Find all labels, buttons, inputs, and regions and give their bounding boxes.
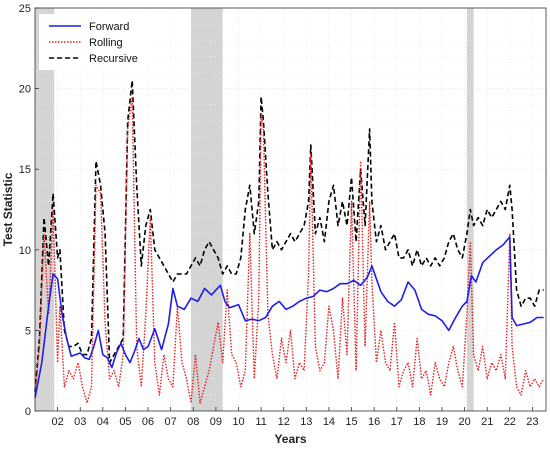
x-tick-label: 03 [74,416,86,428]
x-tick-label: 17 [391,416,403,428]
x-tick-label: 23 [526,416,538,428]
x-tick-label: 15 [345,416,357,428]
series-line-recursive [34,79,544,392]
x-tick-label: 21 [481,416,493,428]
x-tick-label: 11 [255,416,266,428]
x-tick-label: 04 [97,416,109,428]
x-tick-label: 10 [232,416,244,428]
legend-label-forward: Forward [89,21,129,33]
axis-ticks: 02 03 04 05 06 07 08 09 10 11 12 13 14 15 16 17 18 19 20 21… [19,3,539,428]
y-tick-label: 0 [25,406,31,418]
legend-label-recursive: Recursive [89,53,138,65]
x-tick-label: 05 [119,416,131,428]
legend-box [39,14,149,70]
x-tick-label: 14 [323,416,335,428]
x-tick-label: 19 [436,416,448,428]
x-tick-label: 20 [458,416,470,428]
x-tick-label: 08 [187,416,199,428]
x-tick-label: 07 [165,416,177,428]
x-tick-label: 22 [504,416,516,428]
legend-label-rolling: Rolling [89,37,123,49]
x-tick-label: 13 [300,416,312,428]
x-tick-label: 09 [210,416,222,428]
series-lines [34,79,545,404]
series-line-rolling [34,95,545,404]
y-tick-label: 10 [19,245,31,257]
plot-frame [34,7,547,412]
y-tick-label: 15 [19,164,31,176]
x-tick-label: 18 [413,416,425,428]
series-line-forward [34,236,544,399]
x-tick-label: 16 [368,416,380,428]
x-tick-label: 02 [51,416,63,428]
x-axis-title: Years [274,432,306,446]
y-axis-title: Test Statistic [1,172,15,246]
legend: Forward Rolling Recursive [39,14,149,70]
shaded-period-1 [191,8,223,411]
x-tick-label: 06 [142,416,154,428]
y-tick-label: 5 [25,325,31,337]
x-tick-label: 12 [278,416,290,428]
y-tick-label: 20 [19,84,31,96]
y-tick-label: 25 [19,3,31,15]
